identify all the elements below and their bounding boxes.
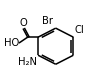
Text: Cl: Cl <box>74 25 84 35</box>
Text: HO: HO <box>4 38 19 48</box>
Text: Br: Br <box>42 16 53 26</box>
Text: H₂N: H₂N <box>18 57 37 67</box>
Text: O: O <box>19 18 27 28</box>
